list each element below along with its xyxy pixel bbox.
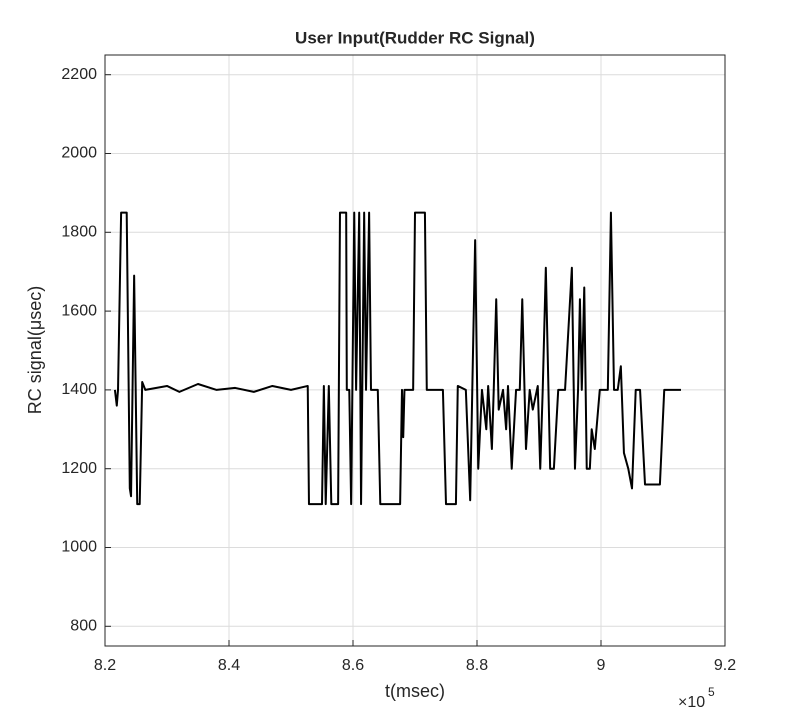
x-tick-label: 9.2 xyxy=(714,657,736,674)
y-tick-label: 1600 xyxy=(61,302,97,319)
y-tick-label: 1200 xyxy=(61,460,97,477)
x-multiplier-base: ×10 xyxy=(678,694,705,711)
y-tick-label: 2000 xyxy=(61,145,97,162)
data-line xyxy=(113,211,681,506)
x-tick-label: 8.6 xyxy=(342,657,364,674)
x-tick-label: 9 xyxy=(597,657,606,674)
x-tick-label: 8.4 xyxy=(218,657,240,674)
axes-box xyxy=(104,54,726,647)
y-tick-label: 1800 xyxy=(61,224,97,241)
chart-title: User Input(Rudder RC Signal) xyxy=(295,28,535,47)
x-axis-label: t(msec) xyxy=(385,681,445,701)
x-multiplier-exponent: 5 xyxy=(708,685,715,699)
y-tick-label: 2200 xyxy=(61,66,97,83)
y-axis-label: RC signal(μsec) xyxy=(25,286,45,414)
y-tick-label: 1000 xyxy=(61,539,97,556)
x-tick-label: 8.8 xyxy=(466,657,488,674)
y-tick-label: 800 xyxy=(70,618,97,635)
y-tick-label: 1400 xyxy=(61,381,97,398)
x-tick-label: 8.2 xyxy=(94,657,116,674)
